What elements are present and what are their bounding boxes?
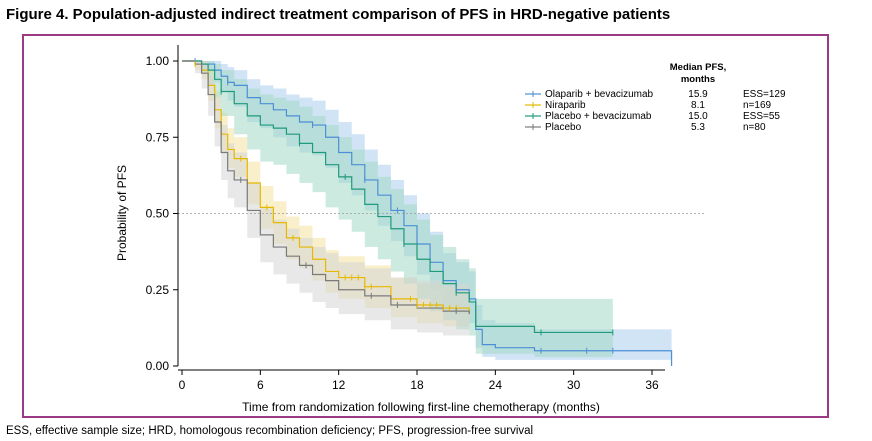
km-curve-niraparib <box>182 60 470 315</box>
figure-title: Figure 4. Population-adjusted indirect t… <box>6 6 671 23</box>
legend-label-olaparib-bevacizumab: Olaparib + bevacizumab <box>545 89 654 100</box>
km-curves <box>182 60 673 366</box>
legend-median-placebo-bevacizumab: 15.0 <box>688 111 708 122</box>
ci-band-placebo <box>182 61 470 339</box>
km-curve-placebo-bevacizumab <box>182 60 613 334</box>
axes: 0.00 0.25 0.50 0.75 1.00 0 6 12 18 24 30 36 Time fro… <box>115 45 665 414</box>
x-tick-label: 30 <box>567 378 581 392</box>
y-tick-label: 0.50 <box>146 207 170 221</box>
figure-footnote: ESS, effective sample size; HRD, homolog… <box>6 425 534 437</box>
x-tick-label: 12 <box>332 378 346 392</box>
x-tick-label: 0 <box>179 378 186 392</box>
legend-label-placebo: Placebo <box>545 122 582 133</box>
legend-header: Median PFS, <box>670 62 726 73</box>
legend-label-placebo-bevacizumab: Placebo + bevacizumab <box>545 111 652 122</box>
x-tick-label: 6 <box>257 378 264 392</box>
legend: Median PFS,months Olaparib + bevacizumab 1… <box>525 62 786 133</box>
x-tick-label: 24 <box>489 378 503 392</box>
legend-median-olaparib-bevacizumab: 15.9 <box>688 89 708 100</box>
y-tick-label: 0.00 <box>146 359 170 373</box>
legend-n-niraparib: n=169 <box>743 100 772 111</box>
y-tick-label: 1.00 <box>146 54 170 68</box>
legend-median-placebo: 5.3 <box>691 122 705 133</box>
y-axis-title: Probability of PFS <box>115 165 129 261</box>
legend-n-placebo-bevacizumab: ESS=55 <box>743 111 780 122</box>
legend-n-olaparib-bevacizumab: ESS=129 <box>743 89 786 100</box>
y-tick-label: 0.25 <box>146 283 170 297</box>
km-curve-placebo <box>182 60 470 315</box>
x-tick-label: 36 <box>645 378 659 392</box>
legend-header-unit: months <box>681 74 715 85</box>
legend-n-placebo: n=80 <box>743 122 766 133</box>
figure-frame <box>22 34 829 418</box>
legend-median-niraparib: 8.1 <box>691 100 705 111</box>
censor-marks <box>194 58 614 354</box>
legend-label-niraparib: Niraparib <box>545 100 586 111</box>
y-tick-label: 0.75 <box>146 130 170 144</box>
x-axis-title: Time from randomization following first-… <box>242 400 600 414</box>
x-tick-label: 18 <box>410 378 424 392</box>
